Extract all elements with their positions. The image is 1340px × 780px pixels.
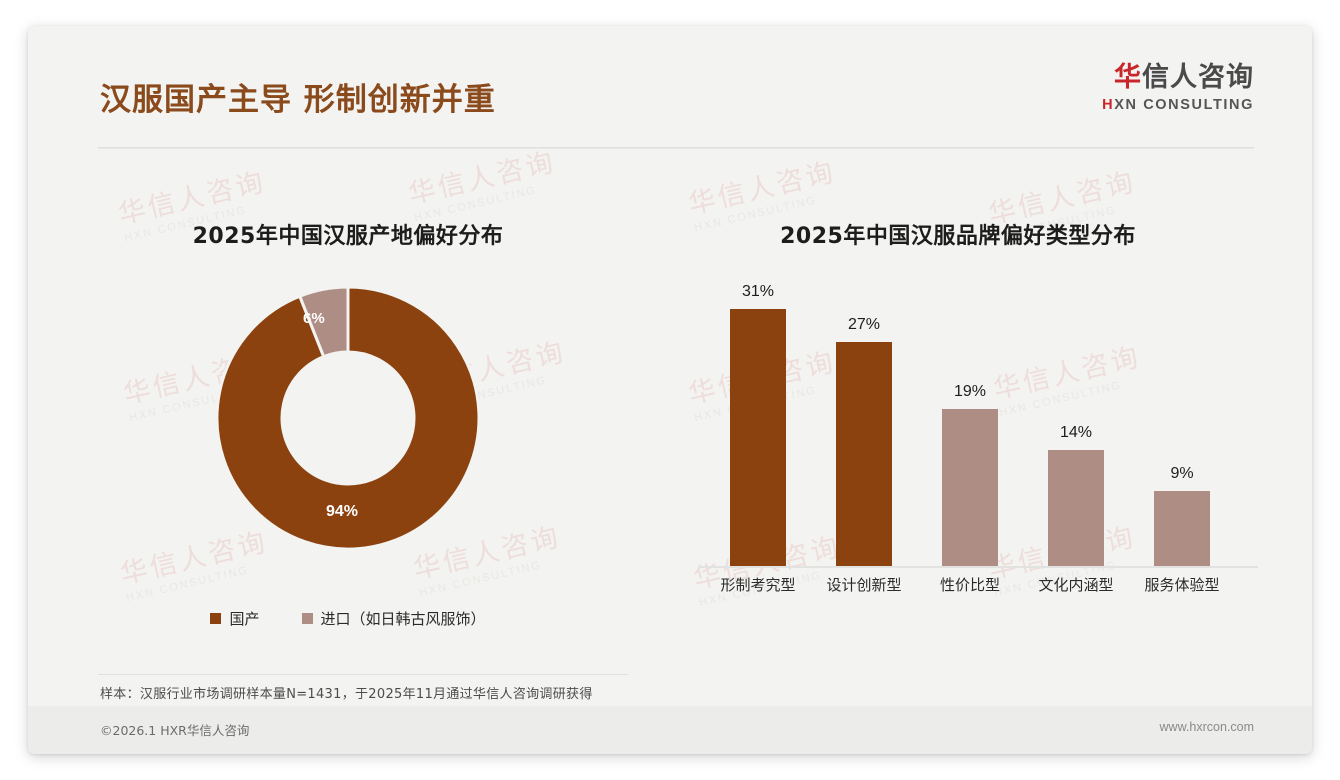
bar-category-label: 服务体验型 [1144,576,1220,594]
slide-canvas: 华信人咨询 HXN CONSULTING 华信人咨询 HXN CONSULTING … [28,26,1312,754]
bar-chart-plot: 31% 27% 19% 14% 9% [708,276,1248,566]
donut-chart-title: 2025年中国汉服产地偏好分布 [192,224,504,249]
footnote-divider-top [98,674,628,675]
slide-header: 汉服国产主导 形制创新并重 华信人咨询 HXN CONSULTING [28,26,1312,138]
bar-category-label: 形制考究型 [720,576,796,594]
donut-legend: 国产 进口（如日韩古风服饰） [68,608,628,629]
footer-website[interactable]: www.hxrcon.com [1159,720,1254,734]
bar-chart-panel: 2025年中国汉服品牌偏好类型分布 31% 27% 19% 14% 9% 形制考究型 设计… [648,176,1268,646]
legend-label-imported: 进口（如日韩古风服饰） [320,610,486,628]
logo-chinese-text: 华信人咨询 [1102,64,1254,91]
bar-chart-baseline [698,566,1258,568]
bar-value-label: 9% [1170,465,1194,482]
slide-footer: ©2026.1 HXR华信人咨询 www.hxrcon.com [28,706,1312,754]
legend-label-domestic: 国产 [229,610,260,628]
legend-swatch-imported [301,613,313,624]
legend-item-imported[interactable]: 进口（如日韩古风服饰） [301,608,486,629]
bar-rect[interactable] [942,409,998,566]
donut-svg [215,285,481,551]
bar-category-label: 性价比型 [939,576,1000,594]
bar-rect[interactable] [1154,491,1210,566]
footnote-text: 样本：汉服行业市场调研样本量N=1431，于2025年11月通过华信人咨询调研获… [100,687,593,702]
logo-en-highlight: H [1102,97,1115,113]
donut-value-domestic: 94% [326,503,359,520]
donut-value-imported: 6% [303,310,325,327]
legend-swatch-domestic [210,613,222,624]
donut-chart-panel: 2025年中国汉服产地偏好分布 94% 6% 国产 进口（如 [68,176,628,646]
bar-value-label: 19% [953,383,987,400]
logo-english-text: HXN CONSULTING [1102,98,1254,113]
logo-cn-rest: 信人咨询 [1142,62,1254,93]
logo-en-rest: XN CONSULTING [1114,97,1254,113]
bar-rect[interactable] [836,342,892,566]
bar-rect[interactable] [730,309,786,566]
donut-slice-domestic [215,285,481,551]
logo-cn-highlight: 华 [1114,62,1142,93]
bar-chart-title: 2025年中国汉服品牌偏好类型分布 [780,224,1136,249]
page-title: 汉服国产主导 形制创新并重 [100,82,496,118]
bar-value-label: 31% [741,283,775,300]
bar-category-label: 文化内涵型 [1038,576,1114,594]
bar-value-label: 27% [847,316,881,333]
bar-value-label: 14% [1059,424,1093,441]
bar-chart-category-axis: 形制考究型 设计创新型 性价比型 文化内涵型 服务体验型 [708,574,1248,604]
footer-copyright: ©2026.1 HXR华信人咨询 [100,723,250,738]
charts-region: 2025年中国汉服产地偏好分布 94% 6% 国产 进口（如 [28,176,1312,646]
donut-chart: 94% 6% [208,278,488,558]
donut-slice-imported [297,285,350,359]
bar-category-label: 设计创新型 [826,576,902,594]
legend-item-domestic[interactable]: 国产 [210,608,260,629]
brand-logo: 华信人咨询 HXN CONSULTING [1102,64,1254,113]
bar-rect[interactable] [1048,450,1104,566]
header-divider [98,147,1254,149]
